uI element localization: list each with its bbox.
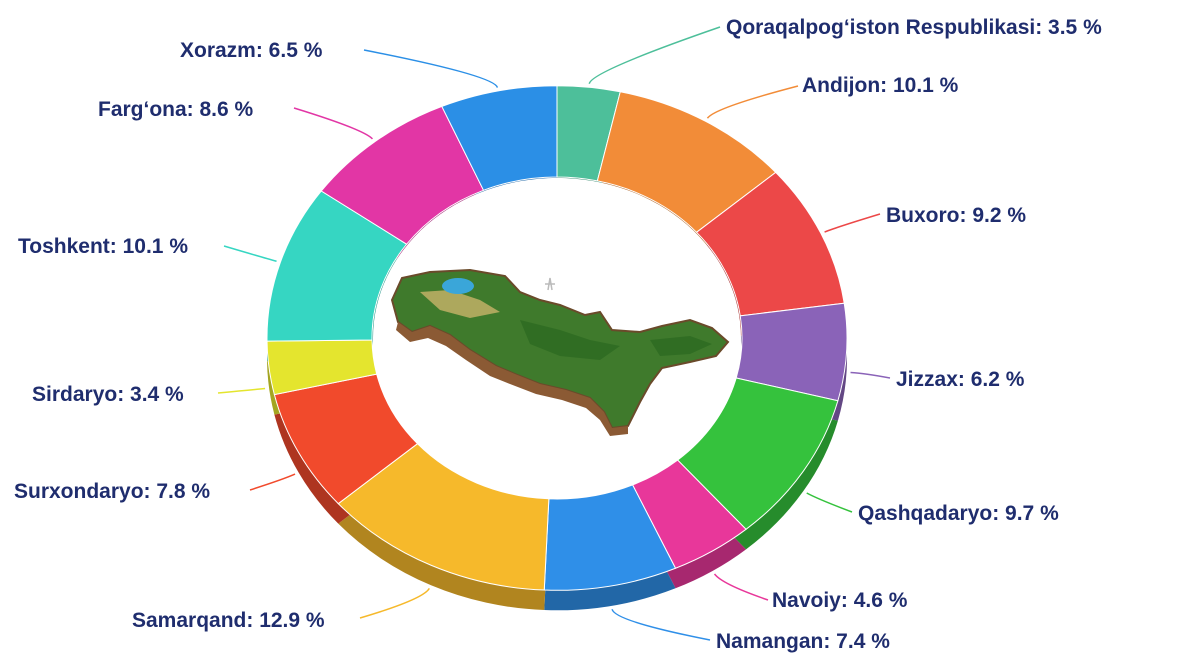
slice-label-toshkent: Toshkent: 10.1 % (18, 235, 188, 258)
slice-label-namangan: Namangan: 7.4 % (716, 630, 890, 653)
leader-line-qashqadaryo (806, 492, 853, 513)
uzbekistan-map-icon (390, 268, 730, 436)
slice-label-qashqadaryo: Qashqadaryo: 9.7 % (858, 502, 1059, 525)
slice-label-andijon: Andijon: 10.1 % (802, 74, 959, 97)
leader-line-farg-ona (293, 107, 374, 140)
slice-label-qoraqalpog-iston-respublikasi: Qoraqalpog‘iston Respublikasi: 3.5 % (726, 16, 1102, 39)
leader-line-jizzax (850, 371, 891, 379)
leader-line-samarqand (359, 587, 430, 619)
slice-label-jizzax: Jizzax: 6.2 % (896, 368, 1025, 391)
slice-labels: Qoraqalpog‘iston Respublikasi: 3.5 % Andi… (14, 16, 1102, 653)
slice-label-samarqand: Samarqand: 12.9 % (132, 609, 325, 632)
slice-label-surxondaryo: Surxondaryo: 7.8 % (14, 480, 210, 503)
slice-label-navoiy: Navoiy: 4.6 % (772, 589, 908, 612)
slice-label-sirdaryo: Sirdaryo: 3.4 % (32, 383, 184, 406)
leader-line-navoiy (713, 573, 769, 601)
center-map-illustration (390, 268, 730, 436)
leader-line-xorazm (363, 49, 499, 88)
leader-line-qoraqalpog-iston-respublikasi (588, 26, 721, 85)
leader-line-andijon (706, 85, 799, 119)
leader-line-toshkent (223, 245, 277, 262)
slice-label-farg-ona: Farg‘ona: 8.6 % (98, 98, 254, 121)
donut-slices (266, 85, 848, 591)
leader-line-buxoro (824, 213, 881, 233)
slice-label-buxoro: Buxoro: 9.2 % (886, 204, 1026, 227)
leader-lines (217, 26, 891, 641)
leader-line-sirdaryo (217, 387, 266, 394)
slice-label-xorazm: Xorazm: 6.5 % (180, 39, 323, 62)
slice-xorazm (441, 85, 558, 191)
leader-line-surxondaryo (249, 473, 296, 491)
leader-line-namangan (611, 608, 711, 641)
